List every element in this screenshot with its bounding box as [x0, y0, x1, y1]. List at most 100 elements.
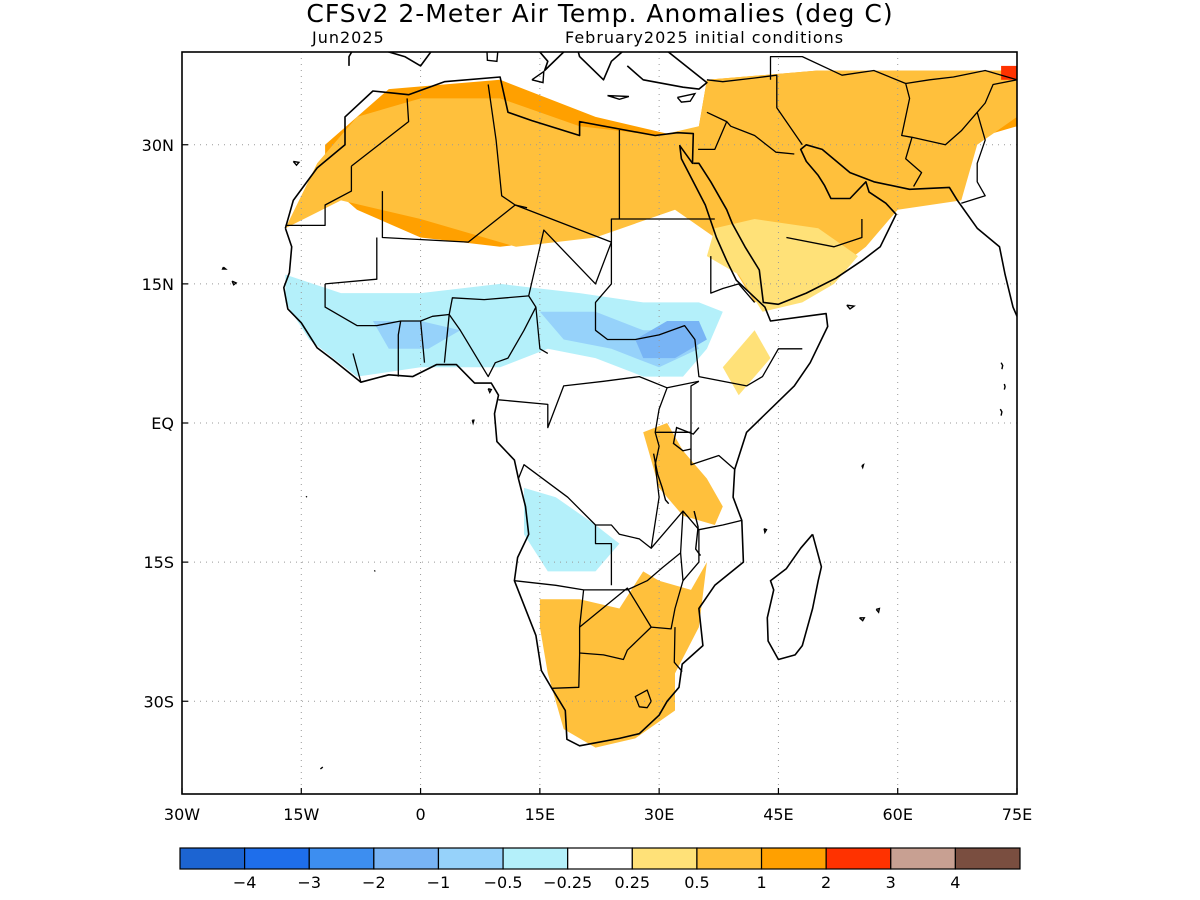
lon-tick-label-4: 30E: [644, 805, 674, 824]
island-outline-1: [231, 280, 238, 286]
island-outline-7: [607, 94, 630, 101]
country-border-23: [551, 589, 585, 689]
arabia-coastline: [693, 144, 1017, 317]
colorbar-label-5: −0.25: [543, 873, 592, 892]
island-outline-13: [846, 304, 856, 310]
country-border-5: [514, 129, 621, 243]
island-outline-17: [305, 495, 308, 498]
anomaly-region-3: [643, 423, 723, 525]
country-border-29: [706, 74, 803, 146]
country-border-12: [397, 320, 402, 377]
anomaly-region-9: [372, 321, 461, 349]
lat-tick-label-3: 15S: [143, 553, 174, 572]
country-border-1: [351, 98, 410, 167]
madagascar-coastline: [766, 533, 823, 661]
colorbar-swatch-4: [437, 847, 504, 870]
island-outline-16: [999, 408, 1003, 416]
colorbar-label-4: −0.5: [484, 873, 523, 892]
colorbar-swatch-12: [954, 847, 1021, 870]
island-outline-20: [672, 426, 700, 452]
colorbar-swatch-7: [631, 847, 698, 870]
colorbar: −4 −3 −2 −1 −0.5 −0.25 0.25 0.5 1 2 3 4: [179, 847, 1021, 892]
country-border-22: [594, 525, 613, 586]
country-border-15: [448, 306, 537, 378]
colorbar-label-7: 0.5: [684, 873, 709, 892]
country-border-30: [706, 111, 795, 155]
lat-tick-label-1: 15N: [142, 275, 174, 294]
island-outline-6: [486, 52, 499, 63]
lat-tick-label-4: 30S: [143, 692, 174, 711]
island-outline-22: [693, 510, 702, 557]
colorbar-label-2: −2: [362, 873, 386, 892]
island-outline-3: [487, 388, 493, 395]
colorbar-label-10: 3: [886, 873, 896, 892]
lon-tick-label-1: 15W: [283, 805, 319, 824]
lon-tick-label-7: 75E: [1002, 805, 1032, 824]
country-border-0: [285, 166, 353, 227]
country-border-19: [690, 380, 700, 433]
chart-title: CFSv2 2-Meter Air Temp. Anomalies (deg C…: [306, 0, 894, 28]
island-outline-14: [1003, 383, 1006, 390]
anomaly-region-10: [635, 321, 707, 359]
island-outline-15: [1000, 362, 1004, 370]
colorbar-label-6: 0.25: [614, 873, 650, 892]
colorbar-swatch-6: [567, 847, 633, 870]
lat-tick-label-0: 30N: [142, 136, 174, 155]
country-border-18: [655, 431, 736, 470]
country-border-21: [514, 511, 684, 591]
country-border-14: [352, 353, 362, 383]
country-border-27: [682, 529, 700, 582]
country-border-8: [710, 256, 756, 303]
colorbar-label-9: 2: [821, 873, 831, 892]
colorbar-label-3: −1: [427, 873, 451, 892]
colorbar-swatch-1: [244, 847, 310, 870]
colorbar-label-1: −3: [297, 873, 321, 892]
lat-tick-label-2: EQ: [151, 414, 174, 433]
country-border-34: [905, 69, 1017, 85]
country-border-3: [325, 237, 378, 285]
country-border-33: [769, 55, 923, 187]
island-outline-18: [373, 570, 376, 572]
axis-ticks: 30W 15W 0 15E 30E 45E 60E 75E 30N 15N EQ 15S 30S: [142, 136, 1033, 824]
island-outline-11: [859, 617, 866, 622]
colorbar-swatch-11: [890, 847, 956, 870]
colorbar-label-11: 4: [950, 873, 960, 892]
country-border-4: [487, 84, 516, 206]
country-border-17: [517, 387, 668, 549]
country-border-10: [448, 295, 529, 315]
lon-tick-label-2: 0: [415, 805, 425, 824]
island-outline-9: [861, 463, 865, 470]
lon-tick-label-5: 45E: [763, 805, 793, 824]
country-border-26: [673, 627, 683, 673]
island-outline-8: [676, 92, 697, 103]
colorbar-label-0: −4: [233, 873, 257, 892]
country-border-16: [498, 375, 700, 429]
country-border-7: [594, 242, 803, 387]
island-outline-10: [875, 607, 881, 614]
colorbar-swatch-0: [179, 847, 246, 870]
colorbar-swatch-3: [373, 847, 440, 870]
lon-tick-label-6: 60E: [882, 805, 912, 824]
lon-tick-label-3: 15E: [525, 805, 555, 824]
coastlines-and-borders: [221, 52, 1017, 770]
island-outline-21: [652, 453, 670, 505]
country-border-31: [698, 121, 728, 151]
anomaly-region-4: [706, 219, 858, 312]
anomaly-region-7: [524, 487, 620, 572]
anomaly-region-6: [285, 274, 723, 377]
island-outline-12: [763, 528, 768, 535]
colorbar-swatch-8: [696, 847, 763, 870]
country-border-25: [579, 626, 652, 661]
mediterranean-coastline: [348, 52, 708, 90]
anomaly-region-5: [722, 330, 771, 396]
island-outline-2: [221, 266, 228, 270]
colorbar-swatch-10: [825, 847, 892, 870]
colorbar-label-8: 1: [756, 873, 766, 892]
gridlines: [182, 52, 1017, 794]
africa-coastline: [282, 76, 829, 747]
country-border-32: [786, 219, 863, 248]
country-border-36: [961, 112, 986, 204]
colorbar-swatch-2: [308, 847, 375, 870]
island-outline-19: [319, 766, 324, 770]
